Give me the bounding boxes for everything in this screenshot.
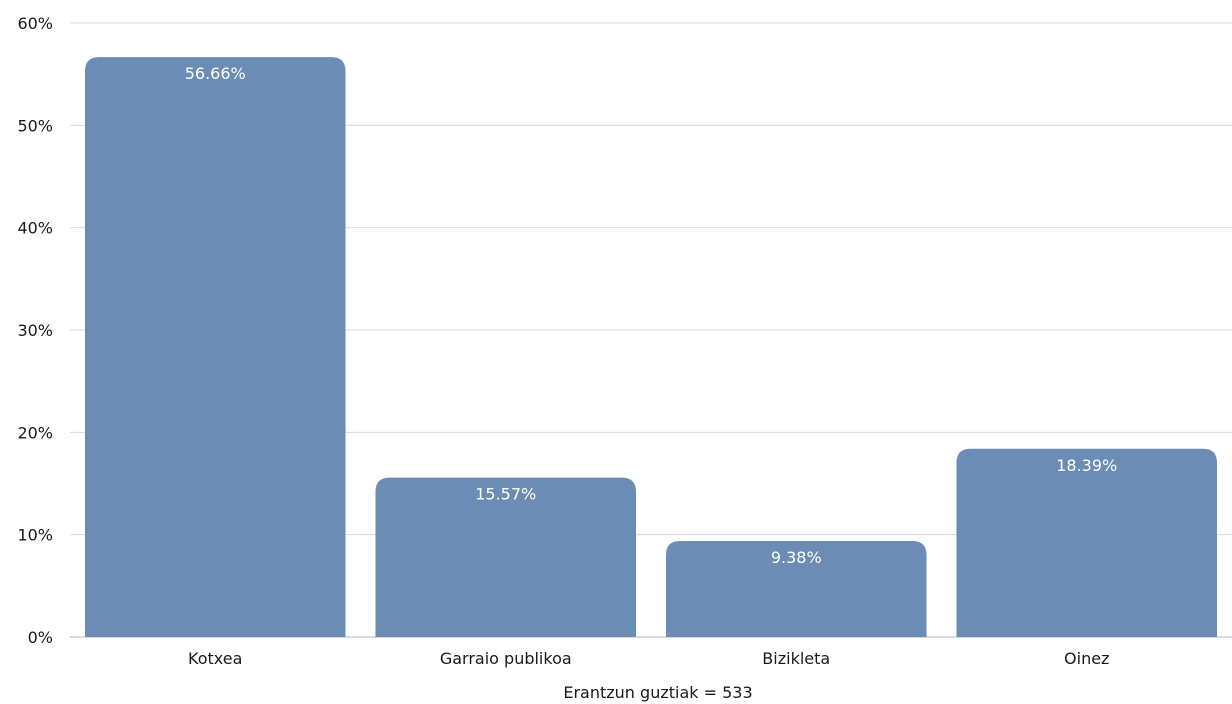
y-tick-label: 60%	[17, 14, 53, 33]
bars-layer	[85, 57, 1217, 638]
y-tick-label: 0%	[28, 628, 53, 647]
x-tick-label: Oinez	[1064, 649, 1109, 668]
x-axis-ticks: Kotxea Garraio publikoa Bizikleta Oinez	[188, 649, 1109, 668]
data-label: 15.57%	[475, 485, 536, 504]
x-tick-label: Bizikleta	[762, 649, 830, 668]
data-label: 9.38%	[771, 548, 822, 567]
bar	[666, 541, 927, 637]
data-labels-layer: 56.66% 15.57% 9.38% 18.39%	[185, 64, 1118, 567]
bar	[956, 448, 1217, 637]
y-tick-label: 40%	[17, 219, 53, 238]
data-label: 56.66%	[185, 64, 246, 83]
x-tick-label: Garraio publikoa	[440, 649, 572, 668]
bar	[375, 477, 636, 637]
y-tick-label: 20%	[17, 423, 53, 442]
bar	[85, 57, 346, 638]
y-tick-label: 50%	[17, 116, 53, 135]
data-label: 18.39%	[1056, 456, 1117, 475]
y-tick-label: 10%	[17, 526, 53, 545]
y-axis-ticks: 0% 10% 20% 30% 40% 50% 60%	[17, 14, 53, 647]
x-tick-label: Kotxea	[188, 649, 242, 668]
x-axis-label: Erantzun guztiak = 533	[563, 683, 752, 702]
y-tick-label: 30%	[17, 321, 53, 340]
